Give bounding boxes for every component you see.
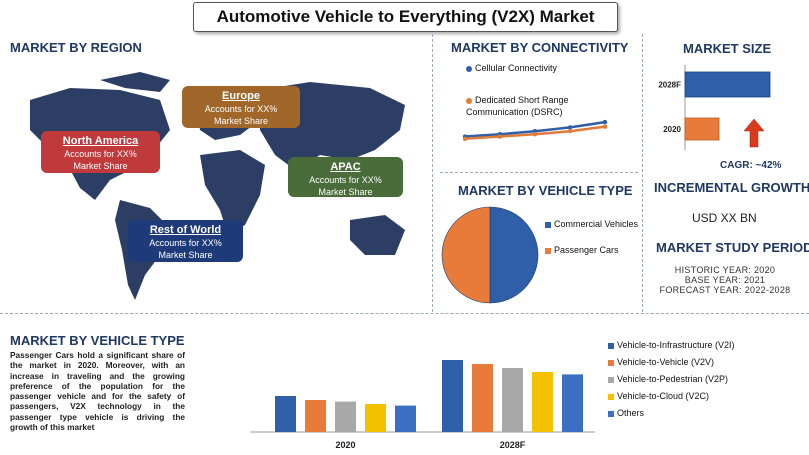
bar bbox=[472, 364, 493, 432]
region-name: Europe bbox=[222, 90, 260, 102]
bar-legend-item: Vehicle-to-Cloud (V2C) bbox=[608, 391, 709, 401]
vertical-divider bbox=[642, 34, 643, 312]
region-share: Accounts for XX% bbox=[149, 238, 222, 248]
vehicle-type-pie-chart bbox=[441, 206, 539, 304]
legend-label: Vehicle-to-Vehicle (V2V) bbox=[617, 357, 715, 367]
pie-slice bbox=[441, 206, 491, 304]
line-point bbox=[462, 136, 468, 141]
legend-swatch-icon bbox=[608, 410, 614, 417]
region-share-label: Market Share bbox=[213, 116, 269, 126]
legend-label: Vehicle-to-Pedestrian (V2P) bbox=[617, 374, 729, 384]
market-size-bar-chart: 2028F 2020 bbox=[658, 65, 771, 150]
base-year: BASE YEAR: 2021 bbox=[684, 275, 766, 285]
region-heading: MARKET BY REGION bbox=[10, 40, 142, 55]
incremental-growth-heading: INCREMENTAL GROWTH bbox=[654, 180, 809, 195]
bar bbox=[365, 404, 386, 432]
bar-legend-item: Vehicle-to-Infrastructure (V2I) bbox=[608, 340, 735, 350]
bar bbox=[532, 372, 553, 432]
line-point bbox=[532, 132, 538, 137]
region-box-europe: Europe Accounts for XX% Market Share bbox=[182, 86, 300, 128]
bar bbox=[562, 374, 583, 432]
legend-label: Commercial Vehicles bbox=[554, 219, 639, 229]
vehicle-type-pie-heading: MARKET BY VEHICLE TYPE bbox=[458, 183, 633, 198]
legend-swatch-icon bbox=[545, 221, 551, 228]
pie-slice bbox=[489, 206, 539, 304]
region-name: North America bbox=[62, 135, 139, 147]
vertical-divider bbox=[432, 34, 433, 312]
line-point bbox=[567, 125, 573, 130]
legend-swatch-icon bbox=[608, 359, 614, 366]
incremental-growth-value: USD XX BN bbox=[692, 211, 757, 225]
bar bbox=[395, 405, 416, 432]
region-share-label: Market Share bbox=[318, 187, 373, 197]
legend-swatch-icon bbox=[608, 376, 614, 383]
connectivity-line-chart bbox=[462, 119, 608, 141]
region-box-rest-of-world: Rest of World Accounts for XX% Market Sh… bbox=[128, 220, 243, 262]
page-title: Automotive Vehicle to Everything (V2X) M… bbox=[193, 2, 618, 32]
section-divider bbox=[440, 172, 638, 173]
legend-swatch-icon bbox=[608, 393, 614, 400]
region-box-north-america: North America Accounts for XX% Market Sh… bbox=[41, 131, 160, 173]
bar-legend-item: Vehicle-to-Vehicle (V2V) bbox=[608, 357, 714, 367]
cagr-text: CAGR: ~42% bbox=[720, 160, 782, 171]
connectivity-legend-cellular: Cellular Connectivity bbox=[466, 63, 557, 73]
legend-label: Cellular Connectivity bbox=[475, 63, 558, 73]
connectivity-legend-dsrc: Dedicated Short Range Communication (DSR… bbox=[466, 94, 626, 118]
line-point bbox=[497, 134, 503, 139]
size-bar-label: 2028F bbox=[658, 81, 681, 90]
bar bbox=[502, 368, 523, 432]
legend-swatch-icon bbox=[608, 342, 614, 349]
size-bar bbox=[684, 117, 720, 141]
region-share: Accounts for XX% bbox=[204, 104, 278, 114]
legend-label: Others bbox=[617, 408, 645, 418]
historic-year: HISTORIC YEAR: 2020 bbox=[674, 265, 776, 275]
legend-label: Passenger Cars bbox=[554, 245, 619, 255]
bottom-heading: MARKET BY VEHICLE TYPE bbox=[10, 333, 185, 348]
x-tick-label: 2020 bbox=[335, 440, 355, 450]
forecast-year: FORECAST YEAR: 2022-2028 bbox=[659, 285, 791, 295]
pie-legend-commercial: Commercial Vehicles bbox=[545, 219, 638, 229]
size-bar bbox=[684, 71, 771, 98]
bar bbox=[335, 401, 356, 432]
study-period-heading: MARKET STUDY PERIOD bbox=[656, 240, 809, 255]
region-share: Accounts for XX% bbox=[64, 149, 137, 159]
line-point bbox=[602, 119, 608, 125]
region-name: Rest of World bbox=[149, 224, 222, 236]
horizontal-divider bbox=[0, 313, 809, 314]
market-size-heading: MARKET SIZE bbox=[683, 41, 772, 56]
legend-swatch-icon bbox=[545, 247, 551, 254]
legend-label: Dedicated Short Range Communication (DSR… bbox=[466, 95, 569, 117]
bar-legend-item: Others bbox=[608, 408, 644, 418]
bar bbox=[305, 400, 326, 432]
region-share-label: Market Share bbox=[73, 161, 128, 171]
bar bbox=[442, 360, 463, 432]
legend-label: Vehicle-to-Cloud (V2C) bbox=[617, 391, 710, 401]
line-point bbox=[567, 129, 573, 134]
legend-marker-icon bbox=[466, 65, 472, 72]
bar bbox=[275, 396, 296, 432]
region-name: APAC bbox=[330, 161, 361, 173]
region-box-apac: APAC Accounts for XX% Market Share bbox=[288, 157, 403, 197]
connectivity-heading: MARKET BY CONNECTIVITY bbox=[451, 40, 629, 55]
pie-legend-passenger: Passenger Cars bbox=[545, 245, 619, 255]
x-tick-label: 2028F bbox=[500, 440, 526, 450]
line-point bbox=[532, 129, 538, 134]
application-bar-chart: 2020 2028F bbox=[250, 360, 595, 450]
region-share: Accounts for XX% bbox=[309, 175, 382, 185]
legend-label: Vehicle-to-Infrastructure (V2I) bbox=[617, 340, 735, 350]
legend-marker-icon bbox=[466, 97, 472, 104]
study-period-list: HISTORIC YEAR: 2020 BASE YEAR: 2021 FORE… bbox=[650, 265, 800, 295]
line-point bbox=[602, 124, 608, 129]
region-share-label: Market Share bbox=[158, 250, 213, 260]
size-bar-label: 2020 bbox=[663, 125, 681, 134]
up-arrow-icon bbox=[743, 118, 765, 148]
bar-legend-item: Vehicle-to-Pedestrian (V2P) bbox=[608, 374, 728, 384]
vehicle-type-description: Passenger Cars hold a significant share … bbox=[10, 350, 185, 433]
